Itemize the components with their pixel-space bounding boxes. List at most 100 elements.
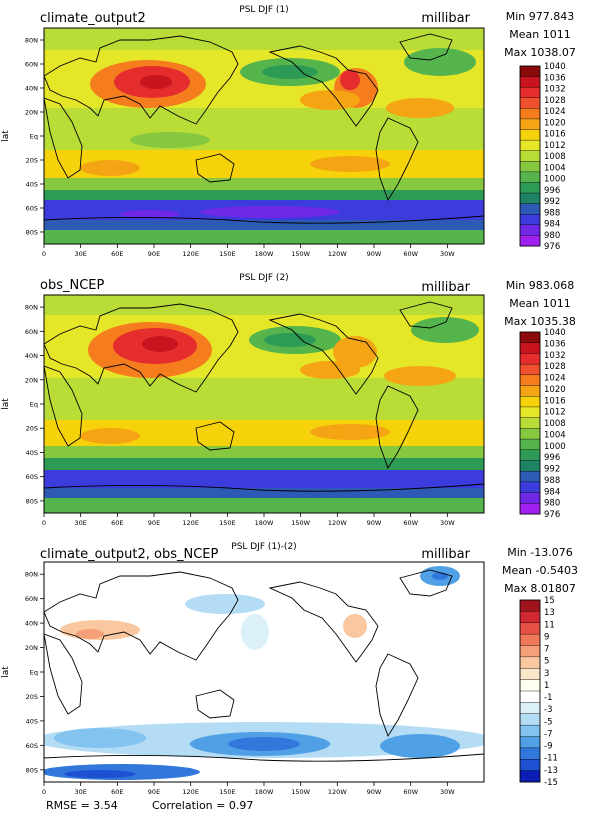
- panel-2: obs_NCEP PSL DJF (2) millibar Min 983.06…: [1, 273, 576, 527]
- panel-3-colorbar-swatch: [519, 690, 541, 703]
- panel-1-ytick-label: 20S: [26, 157, 38, 165]
- panel-1-colorbar-swatch: [519, 150, 541, 162]
- panel-2-band-antarctic: [44, 498, 484, 513]
- panel-3-colorbar-swatch: [519, 622, 541, 635]
- panel-3-colorbar-label: -11: [544, 754, 558, 764]
- panel-1-colorbar-label: 984: [544, 220, 560, 230]
- panel-1-sh-high-pacific: [310, 156, 390, 172]
- panel-3-colorbar-swatch: [519, 656, 541, 669]
- panel-1-colorbar-label: 988: [544, 208, 560, 218]
- panel-1-xticks: 0 30E 60E 90E 120E 150E 180W 150W 120W 90W 60W 30W: [42, 244, 455, 258]
- panel-1-band-70s: [44, 220, 484, 230]
- panel-2-colorbar-frame: [519, 331, 541, 515]
- panel-1-ytick-label: 60N: [25, 61, 38, 69]
- panel-2-ytick-label: 80N: [25, 304, 38, 312]
- panel-2-colorbar-label: 1032: [544, 351, 566, 361]
- panel-2-azores-high: [384, 366, 456, 386]
- panel-3-colorbar-swatch: [519, 599, 541, 612]
- panel-1-colorbar-swatch: [519, 86, 541, 99]
- panel-3-colorbar-swatch: [519, 679, 541, 692]
- panel-3: climate_output2, obs_NCEP PSL DJF (1)-(2…: [1, 542, 578, 812]
- panel-3-stat-mean: Mean -0.5403: [502, 564, 578, 577]
- panel-1-sh-high-indian: [80, 160, 140, 176]
- panel-1-npac-high: [300, 90, 360, 110]
- panel-1-ytick-label: 40S: [26, 181, 38, 189]
- panel-3-colorbar-label: 1: [544, 681, 549, 691]
- panel-3-colorbar-swatch: [519, 724, 541, 738]
- panel-3-title: PSL DJF (1)-(2): [231, 542, 296, 552]
- panel-2-ytick-label: 60S: [26, 473, 38, 481]
- panel-1-colorbar-label: 1040: [544, 62, 566, 72]
- panel-3-colorbar-label: -1: [544, 693, 552, 703]
- panel-2-colorbar-label: 988: [544, 476, 560, 486]
- panel-1-xtick-label: 150W: [291, 250, 310, 258]
- panel-3-xtick-label: 90W: [367, 788, 382, 796]
- panel-3-anom-na-pos: [343, 614, 367, 638]
- panel-3-colorbar-label: 11: [544, 620, 555, 630]
- panel-1-case-label: climate_output2: [40, 11, 146, 26]
- panel-1-colorbar-swatch: [519, 76, 541, 88]
- panel-2-na-high: [333, 336, 377, 368]
- panel-3-case-label: climate_output2, obs_NCEP: [40, 547, 219, 562]
- panel-1-xtick-label: 120W: [328, 250, 347, 258]
- panel-3-field: [44, 562, 484, 782]
- panel-1-units: millibar: [421, 11, 470, 26]
- panel-1-stat-max: Max 1038.07: [504, 46, 576, 59]
- panel-2-colorbar-label: 1000: [544, 442, 566, 452]
- panel-1-colorbar-label: 992: [544, 197, 560, 207]
- panel-2-ytick-label: 40S: [26, 449, 38, 457]
- panel-3-ytick-label: Eq: [30, 669, 38, 677]
- panel-2-band-50s: [44, 458, 484, 472]
- panel-3-colorbar-swatch: [519, 633, 541, 647]
- panel-3-colorbar-label: 3: [544, 669, 549, 679]
- panel-3-colorbar-swatch: [519, 611, 541, 624]
- panel-2-colorbar-label: 980: [544, 499, 560, 509]
- panel-1-azores-high: [386, 98, 454, 118]
- panel-2-colorbar-label: 1012: [544, 408, 566, 418]
- panel-2-yticks: 80N 60N 40N 20N Eq 20S 40S 60S 80S: [25, 304, 44, 505]
- panel-1-colorbar-label: 1024: [544, 107, 566, 117]
- panel-1-band-40s: [44, 178, 484, 192]
- panel-3-xtick-label: 180W: [255, 788, 274, 796]
- panel-1-colorbar-swatch: [519, 118, 541, 131]
- panel-3-anom-sh-pac-core: [228, 737, 300, 751]
- panel-3-coastlines: [44, 569, 484, 762]
- panel-3-rmse: RMSE = 3.54: [46, 799, 118, 812]
- panel-1-stat-min: Min 977.843: [506, 10, 575, 23]
- panel-3-ytick-label: 20N: [25, 644, 38, 652]
- panel-1-xtick-label: 60W: [403, 250, 418, 258]
- panel-2-colorbar-swatch: [519, 428, 541, 440]
- panel-3-colorbar: 15 13 11 9 7 5 3 1 -1 -3 -5 -7 -9 -11 -13 -15: [519, 596, 558, 788]
- panel-1-trop-low: [130, 132, 210, 148]
- panel-2-xtick-label: 0: [42, 519, 46, 527]
- panel-2-xtick-label: 120E: [182, 519, 199, 527]
- panel-1-xtick-label: 0: [42, 250, 46, 258]
- panel-2-colorbar-swatch: [519, 363, 541, 376]
- panel-1-band-antarctic: [44, 230, 484, 244]
- panel-2-colorbar-swatch: [519, 331, 541, 344]
- panel-3-colorbar-swatch: [519, 747, 541, 760]
- panel-3-ytick-label: 80S: [26, 766, 38, 774]
- panel-3-ytick-label: 60S: [26, 742, 38, 750]
- panel-2-colorbar-label: 984: [544, 487, 560, 497]
- panel-1-stat-mean: Mean 1011: [509, 28, 570, 41]
- panel-1-aleutian-core: [262, 65, 318, 79]
- panel-2-xtick-label: 90W: [367, 519, 382, 527]
- panel-2-ytick-label: 40N: [25, 352, 38, 360]
- panel-1-yticks: 80N 60N 40N 20N Eq 20S 40S 60S 80S: [25, 37, 44, 237]
- panel-3-colorbar-label: 9: [544, 632, 549, 642]
- panel-1-ytick-label: 80S: [26, 229, 38, 237]
- panel-3-ylabel: lat: [1, 666, 11, 678]
- panel-2-xticks: 0 30E 60E 90E 120E 150E 180W 150W 120W 90W 60W 30W: [42, 513, 455, 527]
- panel-3-colorbar-label: -15: [544, 778, 558, 788]
- panel-2-colorbar-swatch: [519, 492, 541, 504]
- panel-3-colorbar-swatch: [519, 770, 541, 783]
- panel-2-colorbar-swatch: [519, 503, 541, 515]
- panel-3-colorbar-label: -7: [544, 729, 552, 739]
- panel-2-siberian-high-core: [142, 336, 178, 352]
- panel-3-xtick-label: 30W: [440, 788, 455, 796]
- panel-2-ylabel: lat: [1, 398, 11, 410]
